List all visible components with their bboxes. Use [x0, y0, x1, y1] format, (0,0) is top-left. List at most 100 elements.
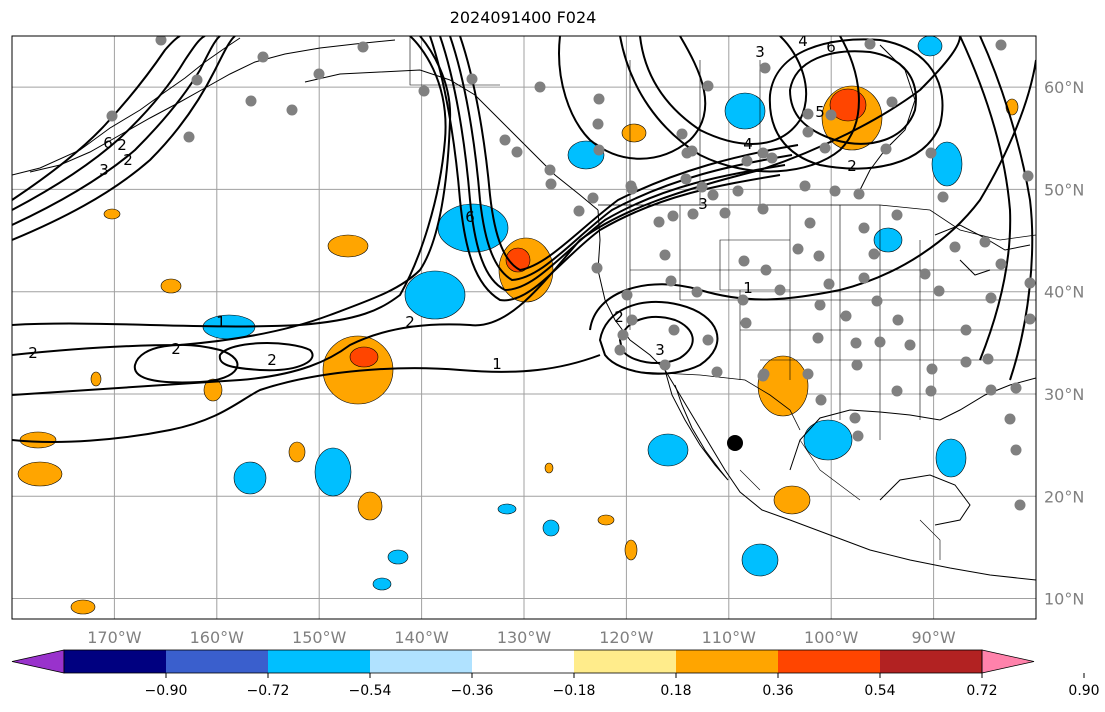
colorbar-tick-label: 0.90 [1068, 683, 1099, 699]
station-marker [727, 435, 743, 451]
station-dot [871, 295, 883, 307]
station-dot [668, 324, 680, 336]
station-dot [245, 95, 257, 107]
anomaly-blob [19, 431, 57, 449]
lon-tick-label: 100°W [804, 628, 859, 647]
station-dot [740, 317, 752, 329]
anomaly-blob [233, 461, 267, 495]
anomaly-blob [935, 438, 967, 478]
station-dot [592, 118, 604, 130]
station-dot [982, 353, 994, 365]
contour-line [12, 36, 961, 396]
colorbar-tick-label: −0.18 [553, 683, 596, 699]
contour-line [429, 36, 781, 302]
station-dot [757, 203, 769, 215]
station-dots [106, 36, 1036, 511]
alaska-south-coast [304, 69, 599, 211]
anomaly-blob [327, 234, 369, 258]
station-dot [766, 152, 778, 164]
station-dot [573, 205, 585, 217]
station-dot [840, 310, 852, 322]
station-dot [919, 268, 931, 280]
colorbar-segment [880, 650, 983, 673]
contour-label: 2 [267, 351, 277, 369]
station-dot [849, 412, 861, 424]
contour-line [639, 36, 808, 145]
station-dot [1024, 313, 1036, 325]
station-dot [702, 334, 714, 346]
us-canada-border [598, 204, 1036, 241]
station-dot [813, 250, 825, 262]
station-dot [544, 164, 556, 176]
station-dot [960, 356, 972, 368]
contour-line [439, 36, 786, 292]
anomaly-blob [160, 278, 182, 294]
station-dot [802, 126, 814, 138]
station-dot [691, 286, 703, 298]
colorbar-segment [166, 650, 269, 673]
station-dot [617, 329, 629, 341]
contour-line [598, 300, 719, 375]
station-dot [933, 285, 945, 297]
contour-label: 3 [99, 161, 109, 179]
station-dot [737, 294, 749, 306]
colorbar-segment [64, 650, 167, 673]
station-dot [667, 210, 679, 222]
colorbar-extend-low [11, 649, 65, 674]
anomaly-blob [505, 247, 531, 273]
colorbar-tick-label: 0.18 [660, 683, 691, 699]
map-frame [11, 35, 1037, 620]
contour-label: 2 [614, 308, 624, 326]
colorbar-segment [676, 650, 779, 673]
anomaly-blob [829, 88, 867, 122]
station-dot [995, 258, 1007, 270]
station-dot [357, 41, 369, 53]
contour-label: 5 [815, 103, 825, 121]
contour-line [788, 50, 917, 145]
station-dot [886, 96, 898, 108]
lon-tick-label: 130°W [497, 628, 552, 647]
station-dot [979, 236, 991, 248]
station-dot [696, 181, 708, 193]
anomaly-blob [497, 503, 517, 515]
state-lines [629, 205, 1036, 440]
contour-label: 2 [171, 340, 181, 358]
contour-line [218, 342, 314, 372]
colorbar-tick-label: 0.72 [966, 683, 997, 699]
station-dot [759, 62, 771, 74]
anomaly-blob [917, 36, 943, 57]
colorbar-segment [574, 650, 677, 673]
latitude-labels: 60°N 50°N 40°N 30°N 20°N 10°N [1044, 78, 1084, 608]
lat-tick-label: 20°N [1044, 487, 1084, 506]
lon-tick-label: 120°W [599, 628, 654, 647]
station-dot [774, 284, 786, 296]
lat-tick-label: 30°N [1044, 385, 1084, 404]
colorbar-segment [778, 650, 881, 673]
station-dot [702, 80, 714, 92]
anomaly-blob [70, 599, 96, 615]
lon-tick-label: 140°W [394, 628, 449, 647]
anomaly-blob [314, 447, 352, 497]
station-dot [858, 272, 870, 284]
station-dot [587, 192, 599, 204]
contour-line [12, 36, 206, 211]
station-dot [665, 275, 677, 287]
station-dot [653, 216, 665, 228]
colorbar-segment [268, 650, 371, 673]
station-dot [711, 366, 723, 378]
station-dot [825, 109, 837, 121]
station-dot [868, 248, 880, 260]
station-dot [949, 241, 961, 253]
anomaly-blob [349, 346, 379, 368]
station-dot [738, 255, 750, 267]
station-dot [757, 147, 769, 159]
colorbar-segment [370, 650, 473, 673]
station-dot [937, 191, 949, 203]
station-dot [892, 314, 904, 326]
contour-line [12, 36, 221, 226]
station-dot [985, 384, 997, 396]
mexico-states [739, 439, 941, 560]
station-dot [1010, 444, 1022, 456]
anomaly-blob [773, 485, 811, 515]
